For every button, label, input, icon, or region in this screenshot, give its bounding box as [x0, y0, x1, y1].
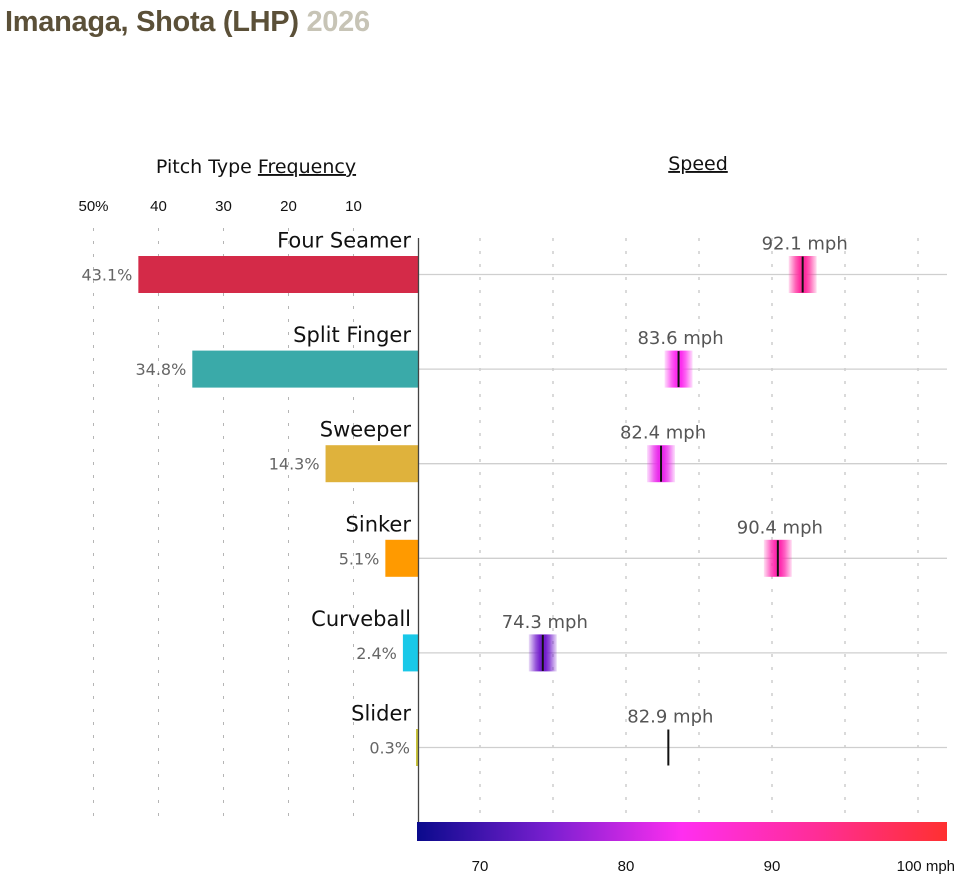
gridlines: [93, 228, 919, 822]
pitch-type-label: Curveball: [311, 607, 411, 631]
frequency-title-link[interactable]: Frequency: [258, 156, 356, 178]
pitch-type-label: Slider: [351, 702, 411, 726]
frequency-value-label: 14.3%: [269, 455, 320, 474]
pitch-row: Slider 0.3% 82.9 mph: [351, 702, 947, 766]
chart-title: Imanaga, Shota (LHP) 2026: [5, 6, 370, 39]
speed-tick-label: 70: [472, 858, 489, 875]
pitch-type-label: Split Finger: [293, 323, 411, 347]
pitch-row: Curveball 2.4% 74.3 mph: [311, 607, 947, 672]
pitch-type-label: Sinker: [346, 512, 412, 536]
frequency-title-prefix: Pitch Type: [156, 156, 258, 178]
speed-tick-label: 90: [764, 858, 781, 875]
frequency-bar: [402, 634, 419, 672]
frequency-value-label: 2.4%: [356, 644, 397, 663]
frequency-bar: [138, 256, 419, 293]
speed-value-label: 83.6 mph: [637, 328, 723, 349]
frequency-bar: [385, 539, 419, 577]
pitch-rows: Four Seamer 43.1% 92.1 mph Split Finger 34.8…: [82, 229, 947, 766]
pitch-type-label: Four Seamer: [277, 229, 411, 253]
frequency-bar: [192, 350, 419, 388]
frequency-bar: [416, 729, 419, 766]
speed-value-label: 90.4 mph: [737, 517, 823, 538]
frequency-value-label: 43.1%: [82, 266, 133, 285]
season-year: 2026: [306, 6, 370, 38]
speed-value-label: 82.4 mph: [620, 423, 706, 444]
speed-value-label: 74.3 mph: [502, 612, 588, 633]
speed-value-label: 92.1 mph: [762, 234, 848, 255]
pitch-row: Four Seamer 43.1% 92.1 mph: [82, 229, 947, 293]
speed-colorbar-gradient: [417, 822, 947, 841]
frequency-tick-label: 50%: [78, 198, 108, 215]
speed-tick-label: 80: [618, 858, 635, 875]
frequency-panel-title: Pitch Type Frequency: [156, 156, 356, 178]
frequency-value-label: 5.1%: [339, 549, 380, 568]
pitch-row: Sinker 5.1% 90.4 mph: [339, 512, 947, 577]
speed-colorbar: [417, 822, 947, 841]
frequency-axis-ticks: 50% 40 30 20 10: [78, 198, 361, 215]
pitch-row: Split Finger 34.8% 83.6 mph: [135, 323, 947, 388]
frequency-value-label: 0.3%: [369, 739, 410, 758]
frequency-tick-label: 30: [215, 198, 232, 215]
frequency-bar: [325, 445, 419, 483]
player-name: Imanaga, Shota (LHP): [5, 6, 299, 38]
panel-headers: Pitch Type Frequency Speed: [156, 153, 728, 178]
pitch-type-label: Sweeper: [320, 418, 412, 442]
speed-panel-title[interactable]: Speed: [668, 153, 728, 175]
frequency-tick-label: 40: [150, 198, 167, 215]
speed-tick-label: 100 mph: [897, 858, 955, 875]
frequency-tick-label: 20: [280, 198, 297, 215]
speed-axis-ticks: 70 80 90 100 mph: [472, 858, 955, 875]
frequency-value-label: 34.8%: [135, 360, 186, 379]
frequency-tick-label: 10: [345, 198, 362, 215]
speed-value-label: 82.9 mph: [627, 707, 713, 728]
